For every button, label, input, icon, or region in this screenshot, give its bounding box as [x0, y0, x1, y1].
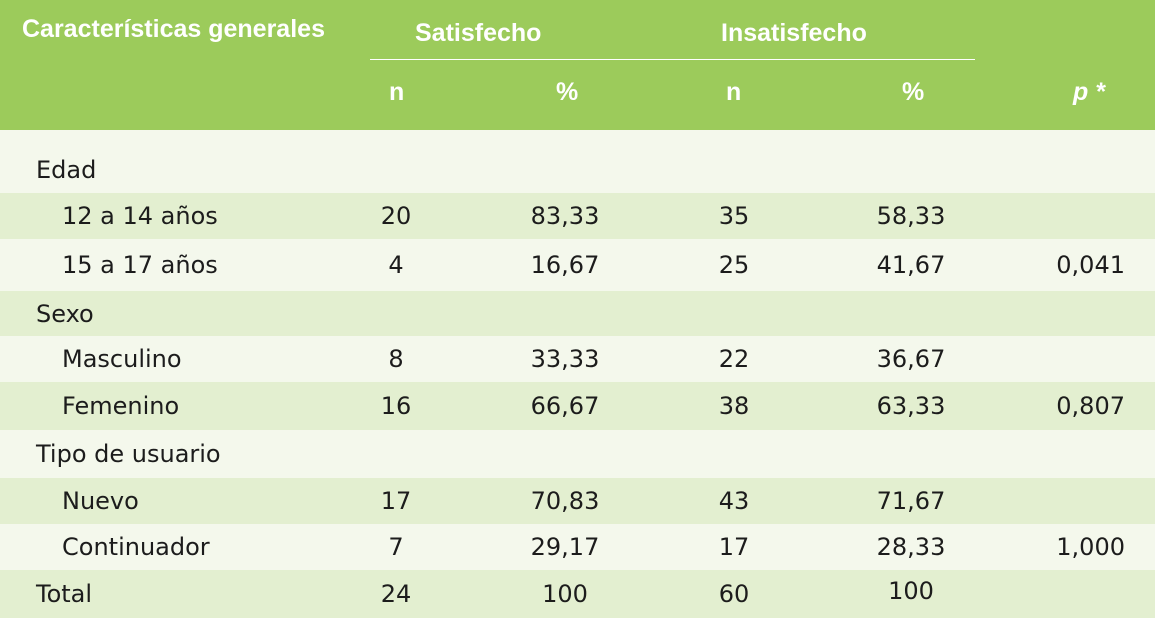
cell-n-satisfied: 8	[388, 345, 404, 373]
header-n-unsatisfied: n	[726, 78, 742, 106]
row-label: Masculino	[62, 345, 182, 373]
cell-pct-satisfied: 100	[542, 580, 588, 608]
cell-pct-unsatisfied: 58,33	[876, 202, 946, 230]
cell-n-satisfied: 4	[388, 251, 404, 279]
table-row: 15 a 17 años 4 16,67 25 41,67 0,041	[0, 239, 1155, 291]
header-unsatisfied: Insatisfecho	[721, 19, 867, 47]
table-row: 12 a 14 años 20 83,33 35 58,33	[0, 193, 1155, 239]
cell-pct-satisfied: 16,67	[530, 251, 600, 279]
cell-pct-unsatisfied: 41,67	[876, 251, 946, 279]
table-row: Sexo	[0, 291, 1155, 336]
table-header: Características generales Satisfecho Ins…	[0, 0, 1155, 130]
cell-n-satisfied: 17	[380, 487, 412, 515]
cell-pct-satisfied: 29,17	[530, 533, 600, 561]
cell-pct-satisfied: 66,67	[530, 392, 600, 420]
row-label: Nuevo	[62, 487, 139, 515]
row-label: 12 a 14 años	[62, 202, 218, 230]
row-label: Sexo	[36, 299, 94, 328]
cell-n-satisfied: 20	[380, 202, 412, 230]
cell-n-unsatisfied: 17	[718, 533, 750, 561]
table-row: Masculino 8 33,33 22 36,67	[0, 336, 1155, 382]
cell-pct-unsatisfied: 100	[888, 577, 934, 605]
header-group-rule	[370, 59, 975, 60]
cell-n-unsatisfied: 35	[718, 202, 750, 230]
header-pct-unsatisfied: %	[902, 78, 925, 106]
table-row: Femenino 16 66,67 38 63,33 0,807	[0, 382, 1155, 430]
cell-pct-unsatisfied: 28,33	[876, 533, 946, 561]
cell-p-value: 0,041	[1056, 251, 1125, 279]
cell-pct-satisfied: 33,33	[530, 345, 600, 373]
table-row: Continuador 7 29,17 17 28,33 1,000	[0, 524, 1155, 570]
header-n-satisfied: n	[389, 78, 405, 106]
header-pct-satisfied: %	[556, 78, 579, 106]
table-row-total: Total 24 100 60 100	[0, 570, 1155, 618]
cell-pct-unsatisfied: 71,67	[876, 487, 946, 515]
cell-pct-satisfied: 70,83	[530, 487, 600, 515]
table-row: Edad	[0, 147, 1155, 193]
cell-n-unsatisfied: 60	[718, 580, 750, 608]
cell-pct-satisfied: 83,33	[530, 202, 600, 230]
row-label: Edad	[36, 156, 97, 184]
header-characteristics: Características generales	[22, 15, 325, 43]
row-label: 15 a 17 años	[62, 251, 218, 279]
cell-p-value: 1,000	[1056, 533, 1125, 561]
row-label: Total	[36, 580, 93, 608]
cell-n-unsatisfied: 38	[718, 392, 750, 420]
row-label: Tipo de usuario	[36, 440, 221, 468]
row-label: Femenino	[62, 392, 180, 420]
cell-p-value: 0,807	[1056, 392, 1125, 420]
cell-n-satisfied: 7	[388, 533, 404, 561]
header-p-value: p *	[1073, 78, 1105, 106]
cell-n-unsatisfied: 43	[718, 487, 750, 515]
header-satisfied: Satisfecho	[415, 19, 542, 47]
cell-pct-unsatisfied: 63,33	[876, 392, 946, 420]
table-row: Nuevo 17 70,83 43 71,67	[0, 478, 1155, 524]
table-row: Tipo de usuario	[0, 430, 1155, 478]
cell-n-unsatisfied: 22	[718, 345, 750, 373]
cell-n-satisfied: 24	[380, 580, 412, 608]
cell-n-unsatisfied: 25	[718, 251, 750, 279]
row-label: Continuador	[62, 533, 210, 561]
cell-pct-unsatisfied: 36,67	[876, 345, 946, 373]
cell-n-satisfied: 16	[380, 392, 412, 420]
